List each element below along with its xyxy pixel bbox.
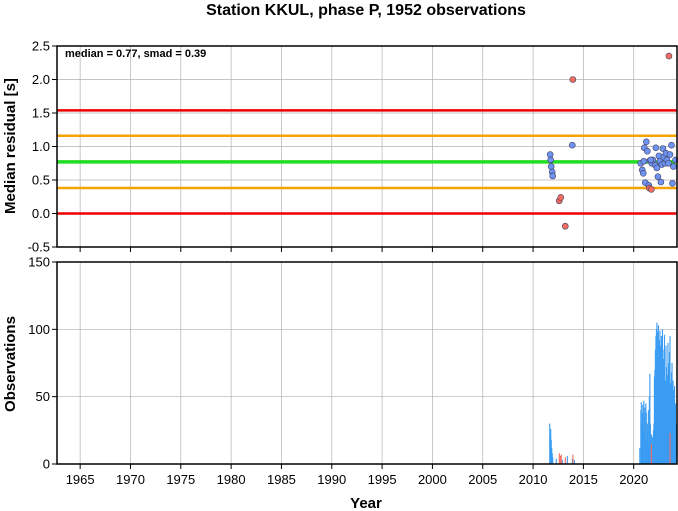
residual-y-tick-label: -0.5	[28, 240, 50, 255]
year-tick-label: 1980	[217, 472, 246, 487]
observation-bar	[669, 433, 671, 464]
residual-point	[647, 156, 655, 164]
year-tick-label: 2020	[619, 472, 648, 487]
observation-bar	[558, 453, 560, 464]
observation-bar	[647, 410, 649, 464]
residual-point	[549, 172, 556, 180]
residual-point	[640, 157, 648, 165]
observations-frame	[56, 261, 678, 465]
observation-bar	[552, 457, 554, 464]
observation-bars	[549, 322, 677, 464]
observations-panel: 0 50 100 150 1965 1970 1975 1980 1985 1990 1995 20…	[2, 255, 678, 511]
residual-y-tick-label: 0.0	[32, 206, 50, 221]
residual-point	[666, 151, 674, 158]
chart-title: Station KKUL, phase P, 1952 observations	[206, 2, 526, 19]
residual-point	[569, 76, 577, 83]
year-tick-label: 2010	[519, 472, 548, 487]
observations-y-ticks: 0 50 100 150	[28, 255, 57, 472]
observations-y-axis-label: Observations	[2, 316, 19, 412]
residual-point	[547, 163, 555, 170]
observation-bar	[650, 443, 652, 464]
residual-panel: -0.5 0.0 0.5 1.0 1.5 2.0 2.5 median = 0.77, sm…	[2, 39, 678, 255]
residual-point	[670, 163, 677, 170]
residual-point	[653, 164, 661, 172]
year-tick-label: 1995	[368, 472, 397, 487]
residual-y-ticks: -0.5 0.0 0.5 1.0 1.5 2.0 2.5	[28, 39, 635, 255]
residual-y-tick-label: 2.5	[32, 39, 50, 54]
observation-bar	[639, 447, 641, 464]
residual-point	[669, 180, 676, 187]
residual-y-tick-label: 0.5	[32, 173, 50, 188]
observation-bar	[675, 423, 677, 464]
observation-bar	[573, 459, 575, 464]
year-tick-label: 1975	[166, 472, 195, 487]
residual-point	[665, 52, 673, 60]
year-x-axis-label: Year	[350, 495, 382, 511]
residual-y-tick-label: 1.5	[32, 106, 50, 121]
residual-point	[652, 144, 660, 152]
observation-bar	[649, 373, 651, 464]
observation-bar	[564, 457, 566, 464]
residual-point	[643, 138, 650, 146]
residual-point	[665, 159, 672, 167]
residual-point	[561, 222, 569, 230]
year-tick-label: 1990	[317, 472, 346, 487]
residual-point	[648, 186, 655, 193]
observations-plot-area	[57, 262, 677, 464]
year-tick-label: 1965	[66, 472, 95, 487]
observation-bar	[561, 459, 563, 464]
year-tick-label: 2005	[468, 472, 497, 487]
reference-lines	[57, 109, 677, 215]
residual-y-axis-label: Median residual [s]	[2, 78, 19, 214]
observations-y-tick-label: 150	[28, 255, 50, 270]
year-tick-label: 2000	[418, 472, 447, 487]
observation-bar	[555, 458, 557, 464]
residual-point	[569, 141, 576, 149]
observations-grid	[57, 262, 677, 464]
observation-bar	[644, 407, 646, 464]
observations-y-tick-label: 50	[36, 389, 50, 404]
residual-point	[668, 141, 675, 149]
observation-bar	[559, 455, 561, 464]
residual-point	[659, 145, 667, 152]
residual-y-tick-label: 1.0	[32, 139, 50, 154]
observation-bar	[560, 454, 562, 464]
residual-point	[557, 194, 565, 201]
residual-points	[546, 52, 678, 230]
year-x-ticks: 1965 1970 1975 1980 1985 1990 1995 2000 2005 2010…	[66, 464, 648, 487]
year-tick-label: 2015	[569, 472, 598, 487]
residual-point	[657, 178, 665, 186]
residual-point	[639, 170, 647, 177]
residual-y-tick-label: 2.0	[32, 72, 50, 87]
residual-point	[644, 147, 651, 155]
year-tick-label: 1985	[267, 472, 296, 487]
median-smad-annotation: median = 0.77, smad = 0.39	[65, 48, 206, 60]
observation-bar	[566, 455, 568, 464]
observation-bar	[645, 412, 647, 464]
residual-point	[547, 156, 554, 164]
residual-point	[654, 173, 662, 180]
year-tick-label: 1970	[116, 472, 145, 487]
observations-y-tick-label: 100	[28, 322, 50, 337]
observations-y-tick-label: 0	[43, 457, 50, 472]
observation-bar	[572, 454, 574, 464]
